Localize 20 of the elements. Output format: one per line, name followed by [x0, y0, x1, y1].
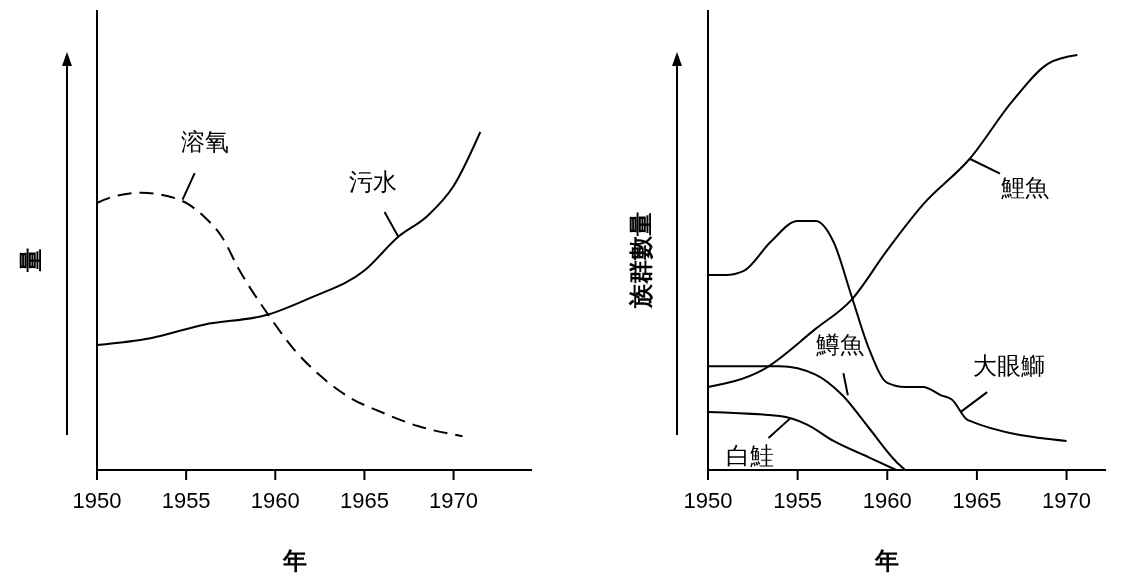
annotation: 鯉魚 — [1000, 174, 1049, 201]
annotation: 白鮭 — [726, 443, 775, 470]
y-axis-title: 量 — [18, 248, 44, 273]
x-tick-label: 1955 — [161, 488, 211, 513]
x-tick-label: 1950 — [683, 488, 733, 513]
annotation: 大眼鰤 — [972, 352, 1045, 379]
annotation: 污水 — [349, 168, 398, 195]
x-tick-label: 1970 — [1042, 488, 1092, 513]
x-tick-label: 1960 — [862, 488, 912, 513]
y-axis-title: 族群數量 — [628, 212, 654, 309]
annotation: 鱒魚 — [815, 332, 864, 359]
x-axis-title: 年 — [281, 548, 307, 574]
annotation: 溶氧 — [180, 128, 229, 155]
x-tick-label: 1950 — [72, 488, 122, 513]
x-tick-label: 1965 — [339, 488, 389, 513]
x-axis-title: 年 — [874, 548, 899, 574]
x-tick-label: 1970 — [429, 488, 479, 513]
x-tick-label: 1965 — [952, 488, 1002, 513]
x-tick-label: 1955 — [773, 488, 823, 513]
x-tick-label: 1960 — [250, 488, 300, 513]
